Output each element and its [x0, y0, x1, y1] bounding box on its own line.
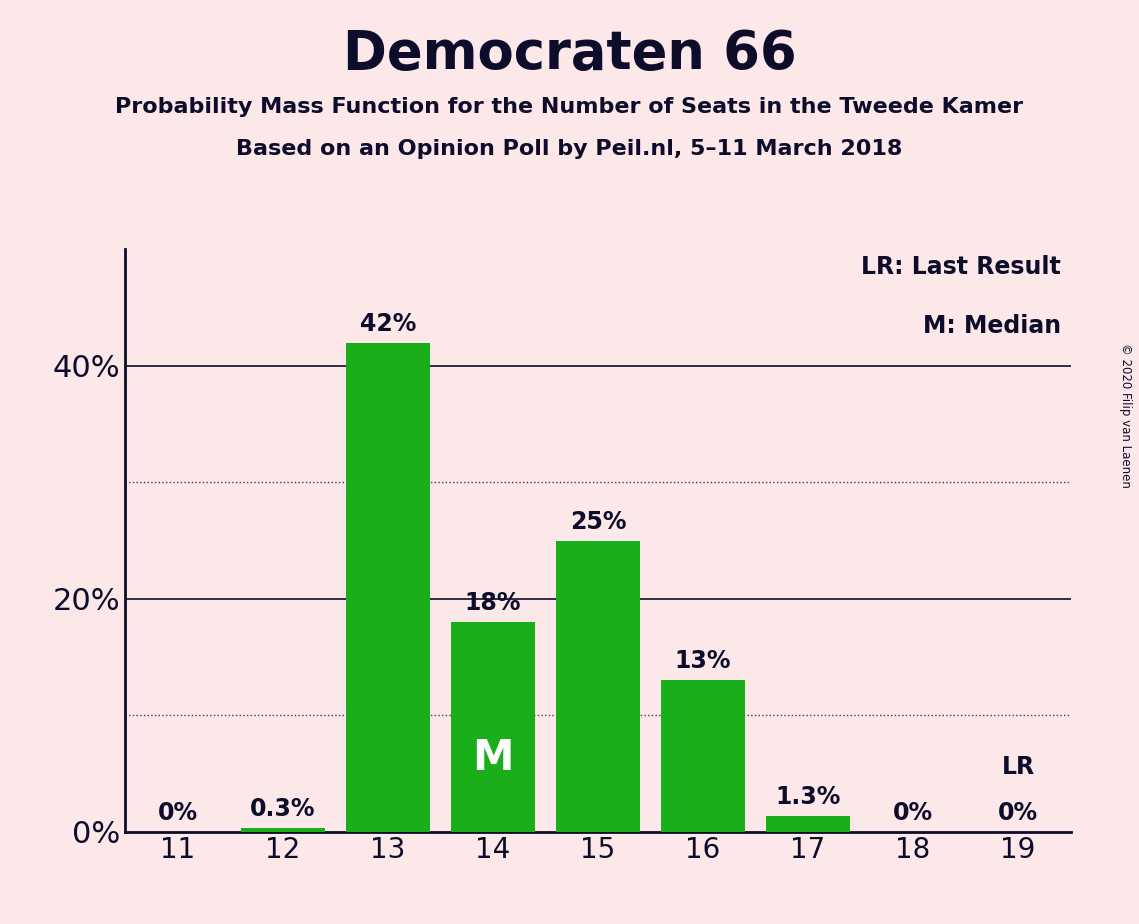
Text: 0.3%: 0.3%: [251, 797, 316, 821]
Bar: [240, 828, 325, 832]
Text: 18%: 18%: [465, 591, 522, 615]
Text: LR: LR: [1001, 755, 1034, 779]
Text: LR: Last Result: LR: Last Result: [861, 255, 1062, 279]
Text: 0%: 0%: [998, 800, 1039, 824]
Text: 0%: 0%: [157, 800, 198, 824]
Text: 0%: 0%: [893, 800, 933, 824]
Bar: [767, 817, 850, 832]
Bar: [451, 622, 535, 832]
Text: 25%: 25%: [570, 509, 626, 533]
Text: M: M: [473, 737, 514, 779]
Text: Democraten 66: Democraten 66: [343, 28, 796, 79]
Text: Based on an Opinion Poll by Peil.nl, 5–11 March 2018: Based on an Opinion Poll by Peil.nl, 5–1…: [236, 139, 903, 159]
Text: 42%: 42%: [360, 311, 416, 335]
Text: © 2020 Filip van Laenen: © 2020 Filip van Laenen: [1118, 344, 1132, 488]
Bar: [556, 541, 640, 832]
Bar: [661, 680, 745, 832]
Text: 1.3%: 1.3%: [776, 785, 841, 809]
Bar: [346, 343, 429, 832]
Text: M: Median: M: Median: [923, 313, 1062, 337]
Text: Probability Mass Function for the Number of Seats in the Tweede Kamer: Probability Mass Function for the Number…: [115, 97, 1024, 117]
Text: 13%: 13%: [674, 650, 731, 674]
